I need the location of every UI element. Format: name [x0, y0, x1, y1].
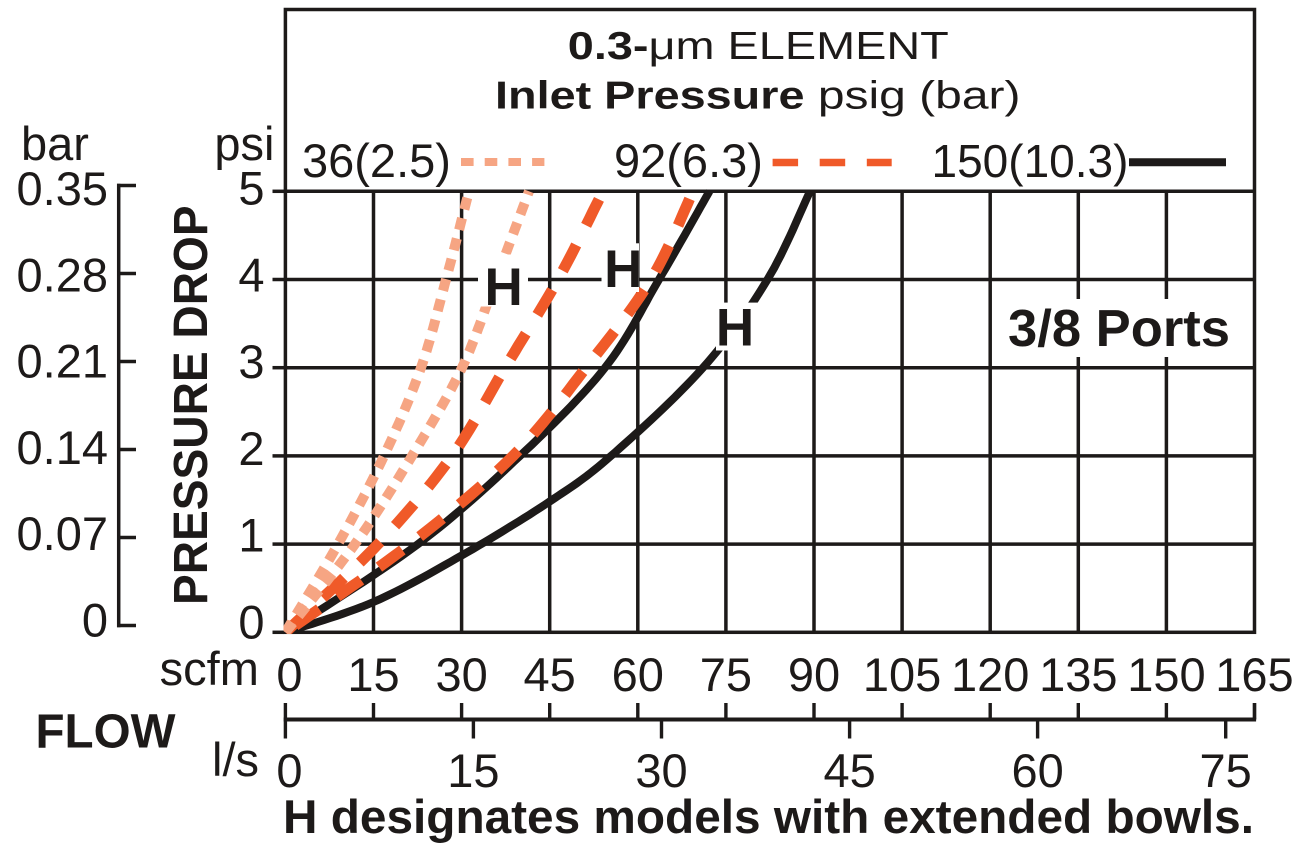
svg-text:15: 15: [347, 648, 399, 701]
svg-text:105: 105: [863, 648, 941, 701]
svg-text:30: 30: [635, 744, 687, 797]
svg-text:0: 0: [276, 744, 302, 797]
svg-text:45: 45: [823, 744, 875, 797]
svg-text:0.35: 0.35: [17, 162, 108, 215]
svg-text:l/s: l/s: [212, 733, 259, 786]
svg-text:0.3-: 0.3-: [568, 25, 649, 68]
svg-text:60: 60: [1011, 744, 1063, 797]
svg-text:Inlet Pressure: Inlet Pressure: [495, 75, 805, 118]
svg-text:psig (bar): psig (bar): [805, 75, 1021, 118]
svg-text:PRESSURE DROP: PRESSURE DROP: [165, 205, 218, 605]
svg-text:4: 4: [238, 248, 264, 301]
svg-text:165: 165: [1215, 648, 1293, 701]
svg-text:135: 135: [1039, 648, 1117, 701]
svg-text:H: H: [604, 240, 642, 299]
svg-text:2: 2: [238, 422, 264, 475]
svg-text:H: H: [716, 299, 754, 358]
svg-text:30: 30: [435, 648, 487, 701]
svg-text:5: 5: [238, 162, 264, 215]
svg-text:150: 150: [1127, 648, 1205, 701]
svg-text:0: 0: [276, 648, 302, 701]
svg-text:1: 1: [238, 509, 264, 562]
svg-text:3/8 Ports: 3/8 Ports: [1008, 300, 1230, 358]
svg-text:75: 75: [700, 648, 752, 701]
svg-text:0.07: 0.07: [17, 507, 108, 560]
svg-text:150(10.3): 150(10.3): [932, 135, 1129, 187]
svg-text:92(6.3): 92(6.3): [614, 134, 763, 187]
svg-text:15: 15: [447, 744, 499, 797]
svg-text:3: 3: [238, 335, 264, 388]
svg-text:90: 90: [788, 648, 840, 701]
svg-text:45: 45: [524, 648, 576, 701]
svg-text:FLOW: FLOW: [36, 705, 176, 759]
svg-text:0.28: 0.28: [17, 248, 108, 301]
svg-text:36(2.5): 36(2.5): [302, 134, 451, 187]
svg-text:psi: psi: [214, 117, 274, 170]
svg-text:H: H: [484, 258, 522, 317]
svg-text:75: 75: [1200, 744, 1252, 797]
svg-text:60: 60: [612, 648, 664, 701]
svg-text:0: 0: [238, 596, 264, 649]
svg-text:120: 120: [951, 648, 1029, 701]
svg-text:0.21: 0.21: [17, 335, 108, 388]
svg-text:0: 0: [82, 594, 108, 647]
svg-text:H designates models with exten: H designates models with extended bowls.: [283, 791, 1254, 844]
svg-text:μm ELEMENT: μm ELEMENT: [649, 25, 949, 68]
svg-text:scfm: scfm: [160, 642, 259, 695]
svg-text:bar: bar: [21, 117, 89, 170]
svg-text:0.14: 0.14: [17, 421, 108, 474]
